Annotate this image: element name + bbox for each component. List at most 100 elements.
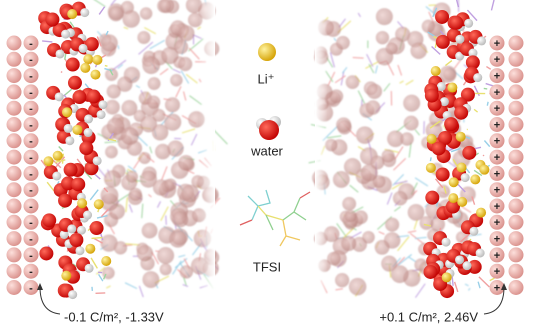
lithium bbox=[44, 156, 54, 166]
charge-sign: + bbox=[494, 185, 500, 197]
charge-sign: + bbox=[494, 152, 500, 164]
electrode-atom bbox=[7, 264, 22, 279]
lithium bbox=[85, 244, 95, 254]
oxygen bbox=[79, 141, 93, 155]
charge-sign: + bbox=[494, 136, 500, 148]
haze-atom bbox=[107, 84, 121, 98]
bond bbox=[47, 182, 54, 191]
electrode-atom bbox=[7, 247, 22, 262]
charge-sign: + bbox=[494, 266, 500, 278]
lithium bbox=[62, 107, 72, 117]
electrode-atom bbox=[7, 52, 22, 67]
electrode-atom bbox=[7, 133, 22, 148]
oxygen bbox=[454, 106, 468, 120]
hydrogen bbox=[463, 261, 472, 270]
haze-atom bbox=[386, 42, 398, 54]
bond bbox=[93, 0, 105, 7]
electrode-atom bbox=[509, 68, 524, 83]
electrode-atom bbox=[7, 68, 22, 83]
hydrogen bbox=[84, 114, 93, 123]
lithium bbox=[92, 55, 102, 65]
charge-sign: + bbox=[494, 87, 500, 99]
figure: ----------------++++++++++++++++ Li⁺ wat… bbox=[0, 0, 533, 328]
electrode-atom bbox=[509, 101, 524, 116]
electrode-atom bbox=[509, 215, 524, 230]
bond bbox=[99, 274, 103, 281]
electrode-atom bbox=[509, 84, 524, 99]
hydrogen bbox=[84, 128, 93, 137]
bond bbox=[415, 284, 425, 298]
charge-sign: + bbox=[494, 119, 500, 131]
electrode-atom bbox=[509, 133, 524, 148]
electrode-atom bbox=[7, 231, 22, 246]
bond bbox=[398, 254, 412, 265]
haze-atom bbox=[126, 171, 138, 183]
hydrogen bbox=[68, 290, 77, 299]
charge-sign: - bbox=[29, 234, 33, 246]
hydrogen bbox=[65, 136, 74, 145]
charge-sign: - bbox=[29, 152, 33, 164]
lithium bbox=[427, 134, 437, 144]
lithium bbox=[448, 193, 458, 203]
bond bbox=[479, 277, 489, 287]
bond bbox=[108, 139, 116, 141]
electrode-atom bbox=[509, 36, 524, 51]
bond bbox=[478, 282, 480, 289]
bond bbox=[465, 284, 469, 286]
bond bbox=[414, 220, 417, 230]
haze-atom bbox=[104, 170, 121, 187]
haze-atom bbox=[403, 95, 420, 112]
haze-atom bbox=[114, 241, 127, 254]
lithium bbox=[479, 165, 489, 175]
bond bbox=[408, 231, 416, 233]
lithium bbox=[90, 70, 100, 80]
charge-sign: - bbox=[29, 201, 33, 213]
charge-sign: - bbox=[29, 250, 33, 262]
haze-atom bbox=[105, 146, 118, 159]
bond bbox=[214, 130, 228, 144]
haze-atom bbox=[391, 265, 409, 283]
charge-sign: - bbox=[29, 168, 33, 180]
charge-sign: - bbox=[29, 266, 33, 278]
charge-sign: + bbox=[494, 282, 500, 294]
electrode-atom bbox=[509, 150, 524, 165]
lithium bbox=[457, 197, 467, 207]
bond bbox=[408, 257, 415, 262]
lithium bbox=[449, 177, 459, 187]
haze-atom bbox=[404, 116, 419, 131]
hydrogen bbox=[98, 100, 107, 109]
charge-sign: + bbox=[494, 168, 500, 180]
bond bbox=[461, 206, 471, 212]
hydrogen bbox=[97, 110, 106, 119]
bond bbox=[490, 278, 495, 280]
charge-sign: - bbox=[29, 103, 33, 115]
hydrogen bbox=[83, 211, 92, 220]
electrode-atom bbox=[509, 247, 524, 262]
hydrogen bbox=[67, 224, 76, 233]
oxygen bbox=[423, 265, 437, 279]
charge-sign: + bbox=[494, 234, 500, 246]
charge-sign: + bbox=[494, 38, 500, 50]
hydrogen bbox=[75, 246, 84, 255]
hydrogen bbox=[85, 264, 94, 273]
oxygen bbox=[444, 117, 458, 131]
right-caption: +0.1 C/m², 2.46V bbox=[379, 309, 478, 324]
bond bbox=[124, 27, 128, 29]
bond bbox=[395, 147, 403, 160]
bond bbox=[139, 286, 143, 297]
bond bbox=[483, 155, 484, 156]
bond bbox=[91, 238, 102, 239]
bond bbox=[474, 109, 477, 112]
bond bbox=[393, 174, 404, 185]
tfsi-label: TFSI bbox=[253, 259, 281, 274]
electrode-atom bbox=[509, 166, 524, 181]
bond bbox=[486, 67, 490, 70]
lithium bbox=[53, 151, 63, 161]
bond bbox=[126, 197, 127, 212]
charge-sign: - bbox=[29, 38, 33, 50]
charge-sign: + bbox=[494, 103, 500, 115]
hydrogen bbox=[473, 73, 482, 82]
bond bbox=[384, 83, 390, 91]
charge-sign: + bbox=[494, 250, 500, 262]
hydrogen bbox=[461, 173, 470, 182]
